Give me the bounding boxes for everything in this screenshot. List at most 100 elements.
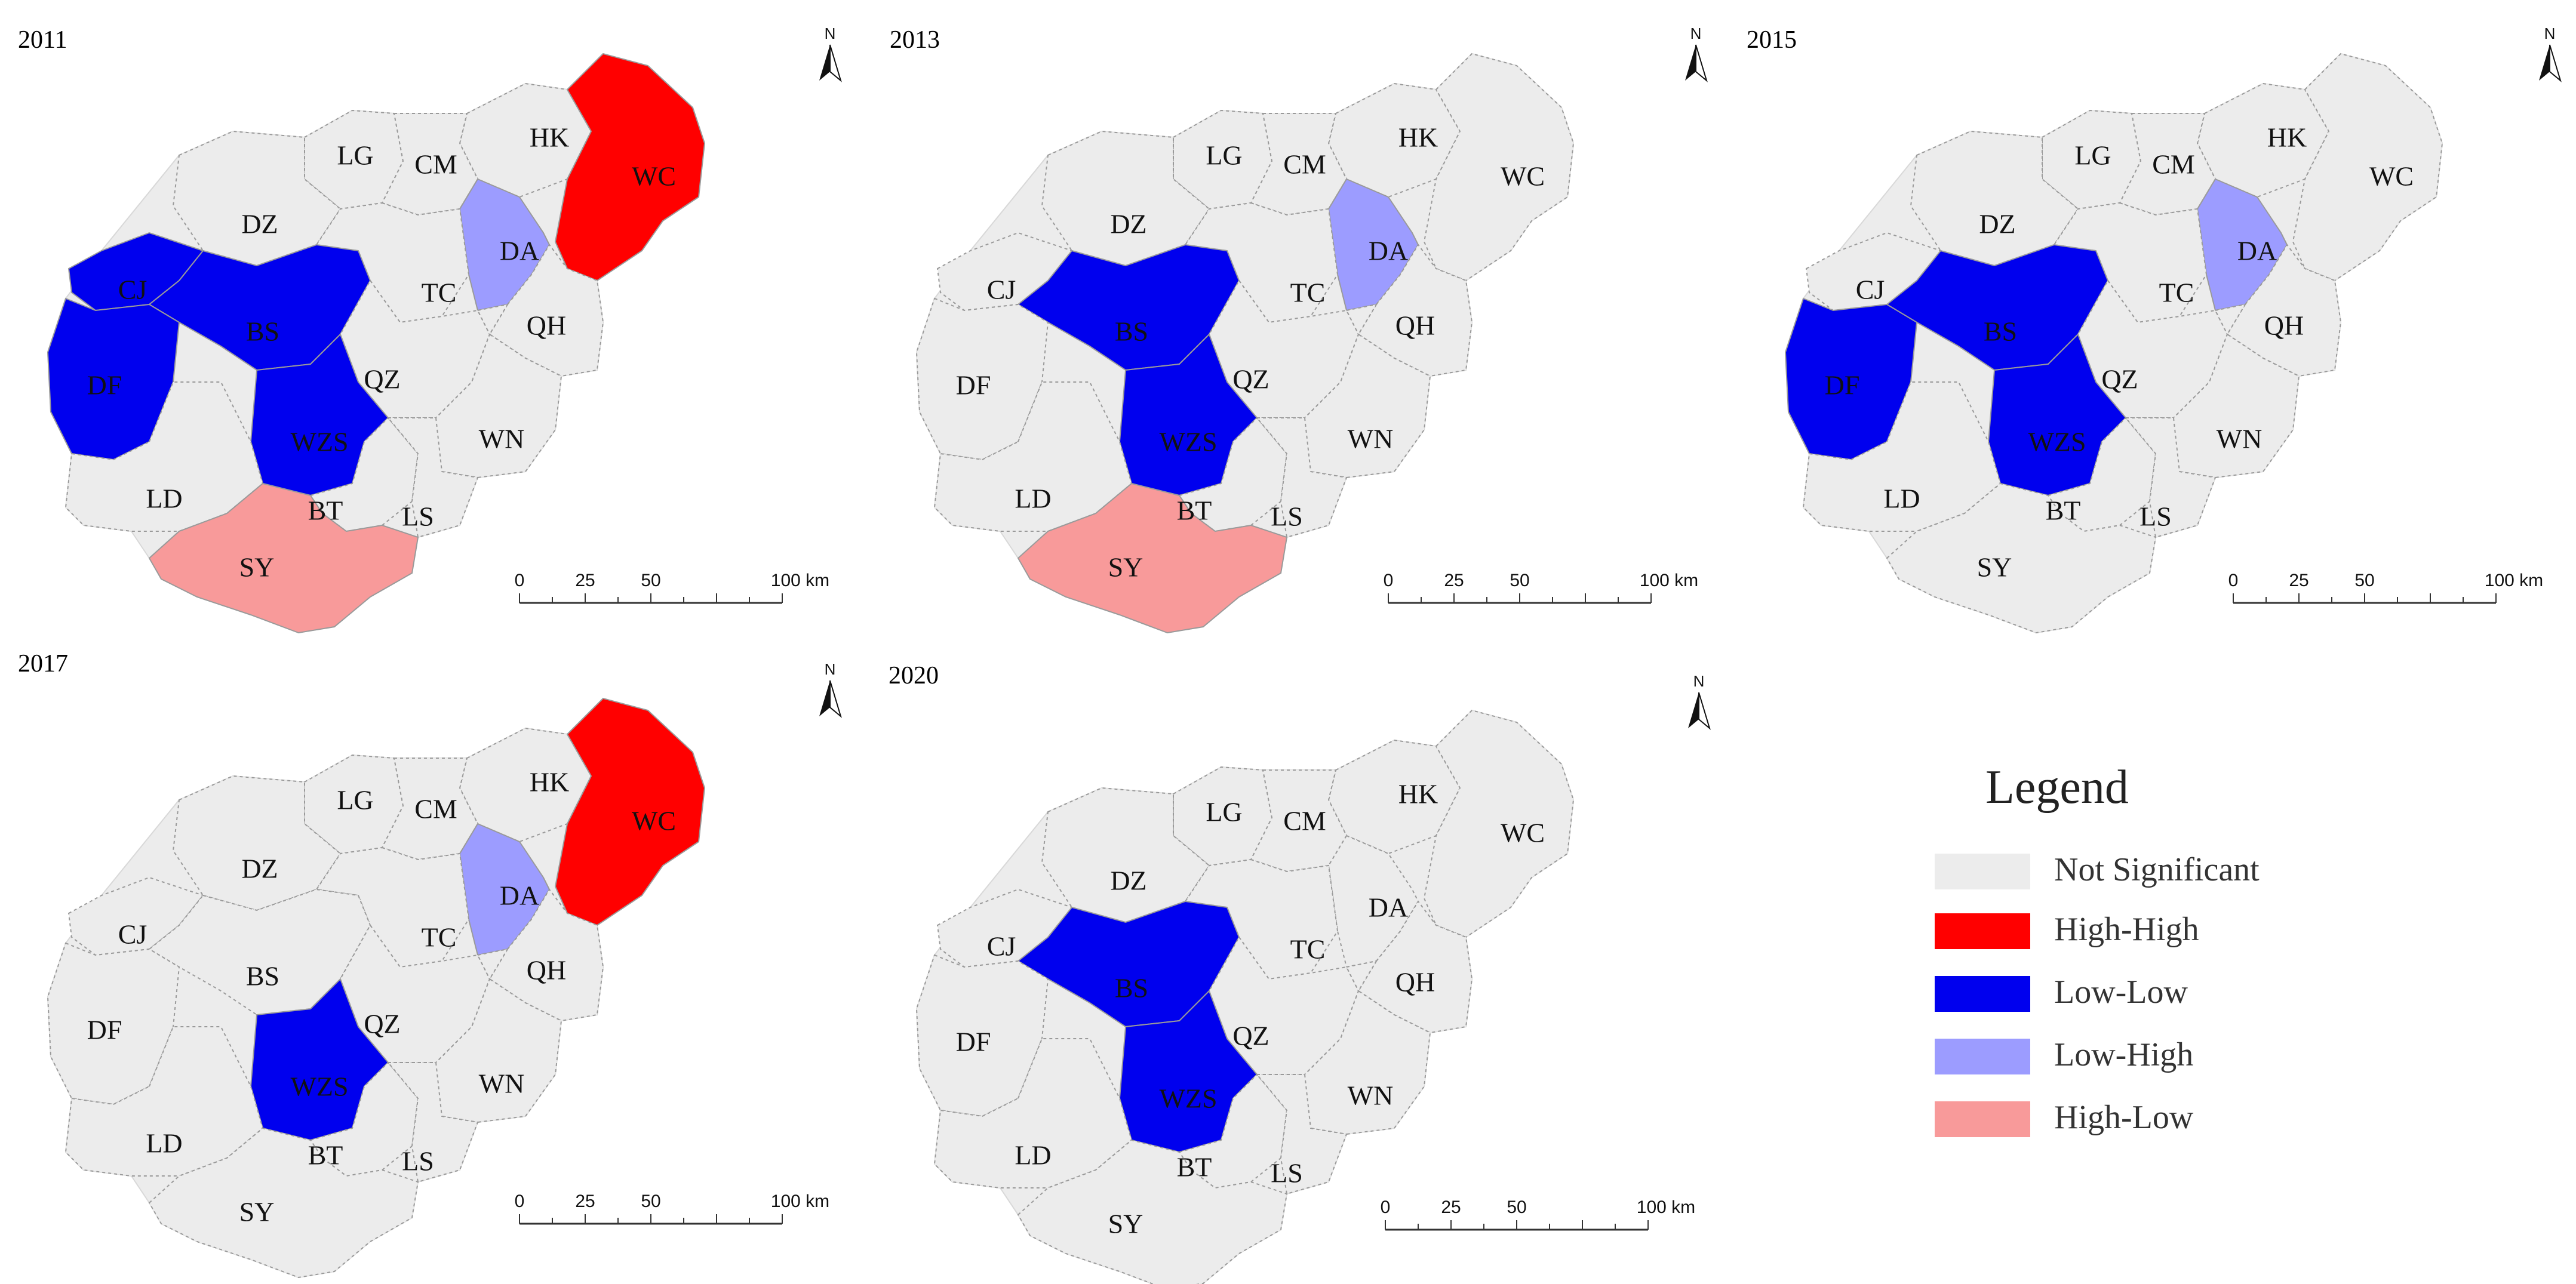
region-label-cj: CJ [987,931,1016,962]
legend-title: Legend [1985,761,2129,814]
region-label-hk: HK [1398,779,1438,809]
legend-swatch-not-significant [1935,854,2030,889]
region-wn [1286,960,1431,1135]
region-label-wc: WC [1501,161,1545,192]
scale-bar: 0 25 50 100 km [515,571,829,604]
region-label-bt: BT [308,1140,343,1171]
scale-bar: 0 25 50 100 km [515,1191,829,1225]
north-arrow-icon: N [2539,24,2562,82]
region-label-hk: HK [1398,122,1438,153]
legend-item-high-high: High-High [1935,911,2199,949]
region-cj [67,876,204,956]
region-label-hk: HK [530,767,569,798]
map-year-2013: 2013 [890,26,940,54]
region-qz [339,924,491,1063]
scale-tick-label: 0 [515,571,525,590]
region-wc [1423,53,1575,282]
region-label-cj: CJ [118,919,147,950]
region-ls [2124,417,2217,538]
region-label-hk: HK [2267,122,2307,153]
region-label-df: DF [87,370,122,401]
region-sy [1017,482,1288,634]
region-sy [1017,1139,1288,1284]
region-cj [1805,232,1942,312]
map-year-2015: 2015 [1747,26,1797,54]
region-wn [2154,303,2300,479]
region-label-ls: LS [402,1146,434,1177]
region-wc [1423,709,1575,938]
north-arrow-icon: N [1685,24,1708,82]
region-label-lg: LG [337,785,373,815]
scale-tick-label: 50 [641,1191,660,1211]
region-label-bs: BS [246,961,279,992]
north-label: N [825,660,836,678]
legend-item-not-significant: Not Significant [1935,851,2260,889]
region-label-lg: LG [1206,140,1242,171]
region-label-wzs: WZS [2028,427,2086,457]
region-label-tc: TC [1290,278,1326,308]
region-wn [1286,303,1431,479]
legend-label-high-low: High-Low [2054,1099,2194,1136]
north-label: N [825,24,836,42]
region-label-df: DF [87,1015,122,1045]
legend-label-low-low: Low-Low [2054,974,2188,1011]
north-label: N [1693,672,1705,690]
region-label-cm: CM [1283,806,1326,836]
scale-tick-label: 25 [1441,1197,1461,1217]
map-panel-2013: 2013 HK WC LG CM DZ DA CJ TC QH BS DF QZ WZS WN LD BT LS S… [890,24,1708,634]
region-label-wc: WC [632,806,676,836]
region-label-wzs: WZS [1159,1083,1217,1114]
region-label-sy: SY [239,552,275,583]
region-label-ld: LD [146,484,182,514]
region-label-da: DA [1369,236,1408,266]
region-label-wc: WC [1501,818,1545,848]
region-qz [1208,936,1360,1075]
region-tc [1184,202,1339,324]
region-label-cj: CJ [1856,275,1885,305]
region-label-lg: LG [1206,797,1242,827]
region-sy [148,1127,419,1279]
map-panel-2011: 2011 HK WC LG CM DZ DA CJ TC QH BS DF QZ WZS WN LD BT LS S… [18,24,842,634]
region-qh [1357,900,1473,1034]
region-label-bs: BS [1984,316,2017,347]
region-cm [381,113,479,216]
map-panel-2020: 2020 HK WC LG CM DZ DA CJ TC QH BS DF QZ WZS WN LD BT LS S… [889,662,1711,1284]
north-arrow-icon: N [819,24,842,82]
region-label-dz: DZ [1110,866,1146,896]
scale-tick-label: 50 [2354,571,2374,590]
region-ld [64,1026,264,1177]
scale-tick-label: 25 [575,571,595,590]
map-year-2020: 2020 [889,662,939,689]
scale-tick-label: 0 [2228,571,2239,590]
region-cm [1250,113,1348,216]
region-ld [933,1038,1133,1188]
legend-item-low-high: Low-High [1935,1036,2193,1074]
region-label-cm: CM [1283,149,1326,180]
region-label-bt: BT [308,495,343,526]
region-label-da: DA [1369,892,1408,923]
region-label-cj: CJ [118,275,147,305]
legend-label-high-high: High-High [2054,911,2199,948]
region-label-tc: TC [422,922,457,953]
region-qh [2226,244,2342,377]
scale-end-label: 100 km [1637,1197,1695,1217]
legend-swatch-high-low [1935,1101,2030,1137]
north-label: N [1690,24,1702,42]
region-tc [315,846,470,968]
region-wn [417,303,562,479]
region-label-qh: QH [527,310,566,341]
region-label-dz: DZ [241,854,278,884]
legend-swatch-low-low [1935,976,2030,1012]
region-label-wzs: WZS [290,1071,348,1102]
region-label-cm: CM [414,794,457,824]
region-label-dz: DZ [1110,209,1146,239]
region-cm [381,758,479,861]
region-label-ld: LD [1015,1140,1051,1171]
region-label-wc: WC [632,161,676,192]
north-arrow-icon: N [1688,672,1711,730]
legend-swatch-low-high [1935,1039,2030,1074]
region-label-dz: DZ [1979,209,2015,239]
region-label-qz: QZ [2101,364,2138,395]
scale-tick-label: 25 [575,1191,595,1211]
